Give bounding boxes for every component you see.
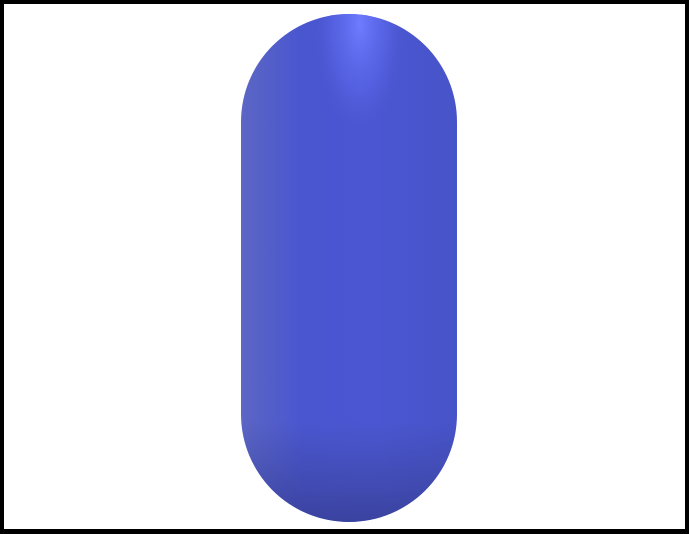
render-viewport: [4, 4, 685, 529]
capsule-object: [241, 14, 457, 522]
capsule-bottom-shadow: [241, 14, 457, 522]
capsule-scene: [241, 14, 457, 522]
